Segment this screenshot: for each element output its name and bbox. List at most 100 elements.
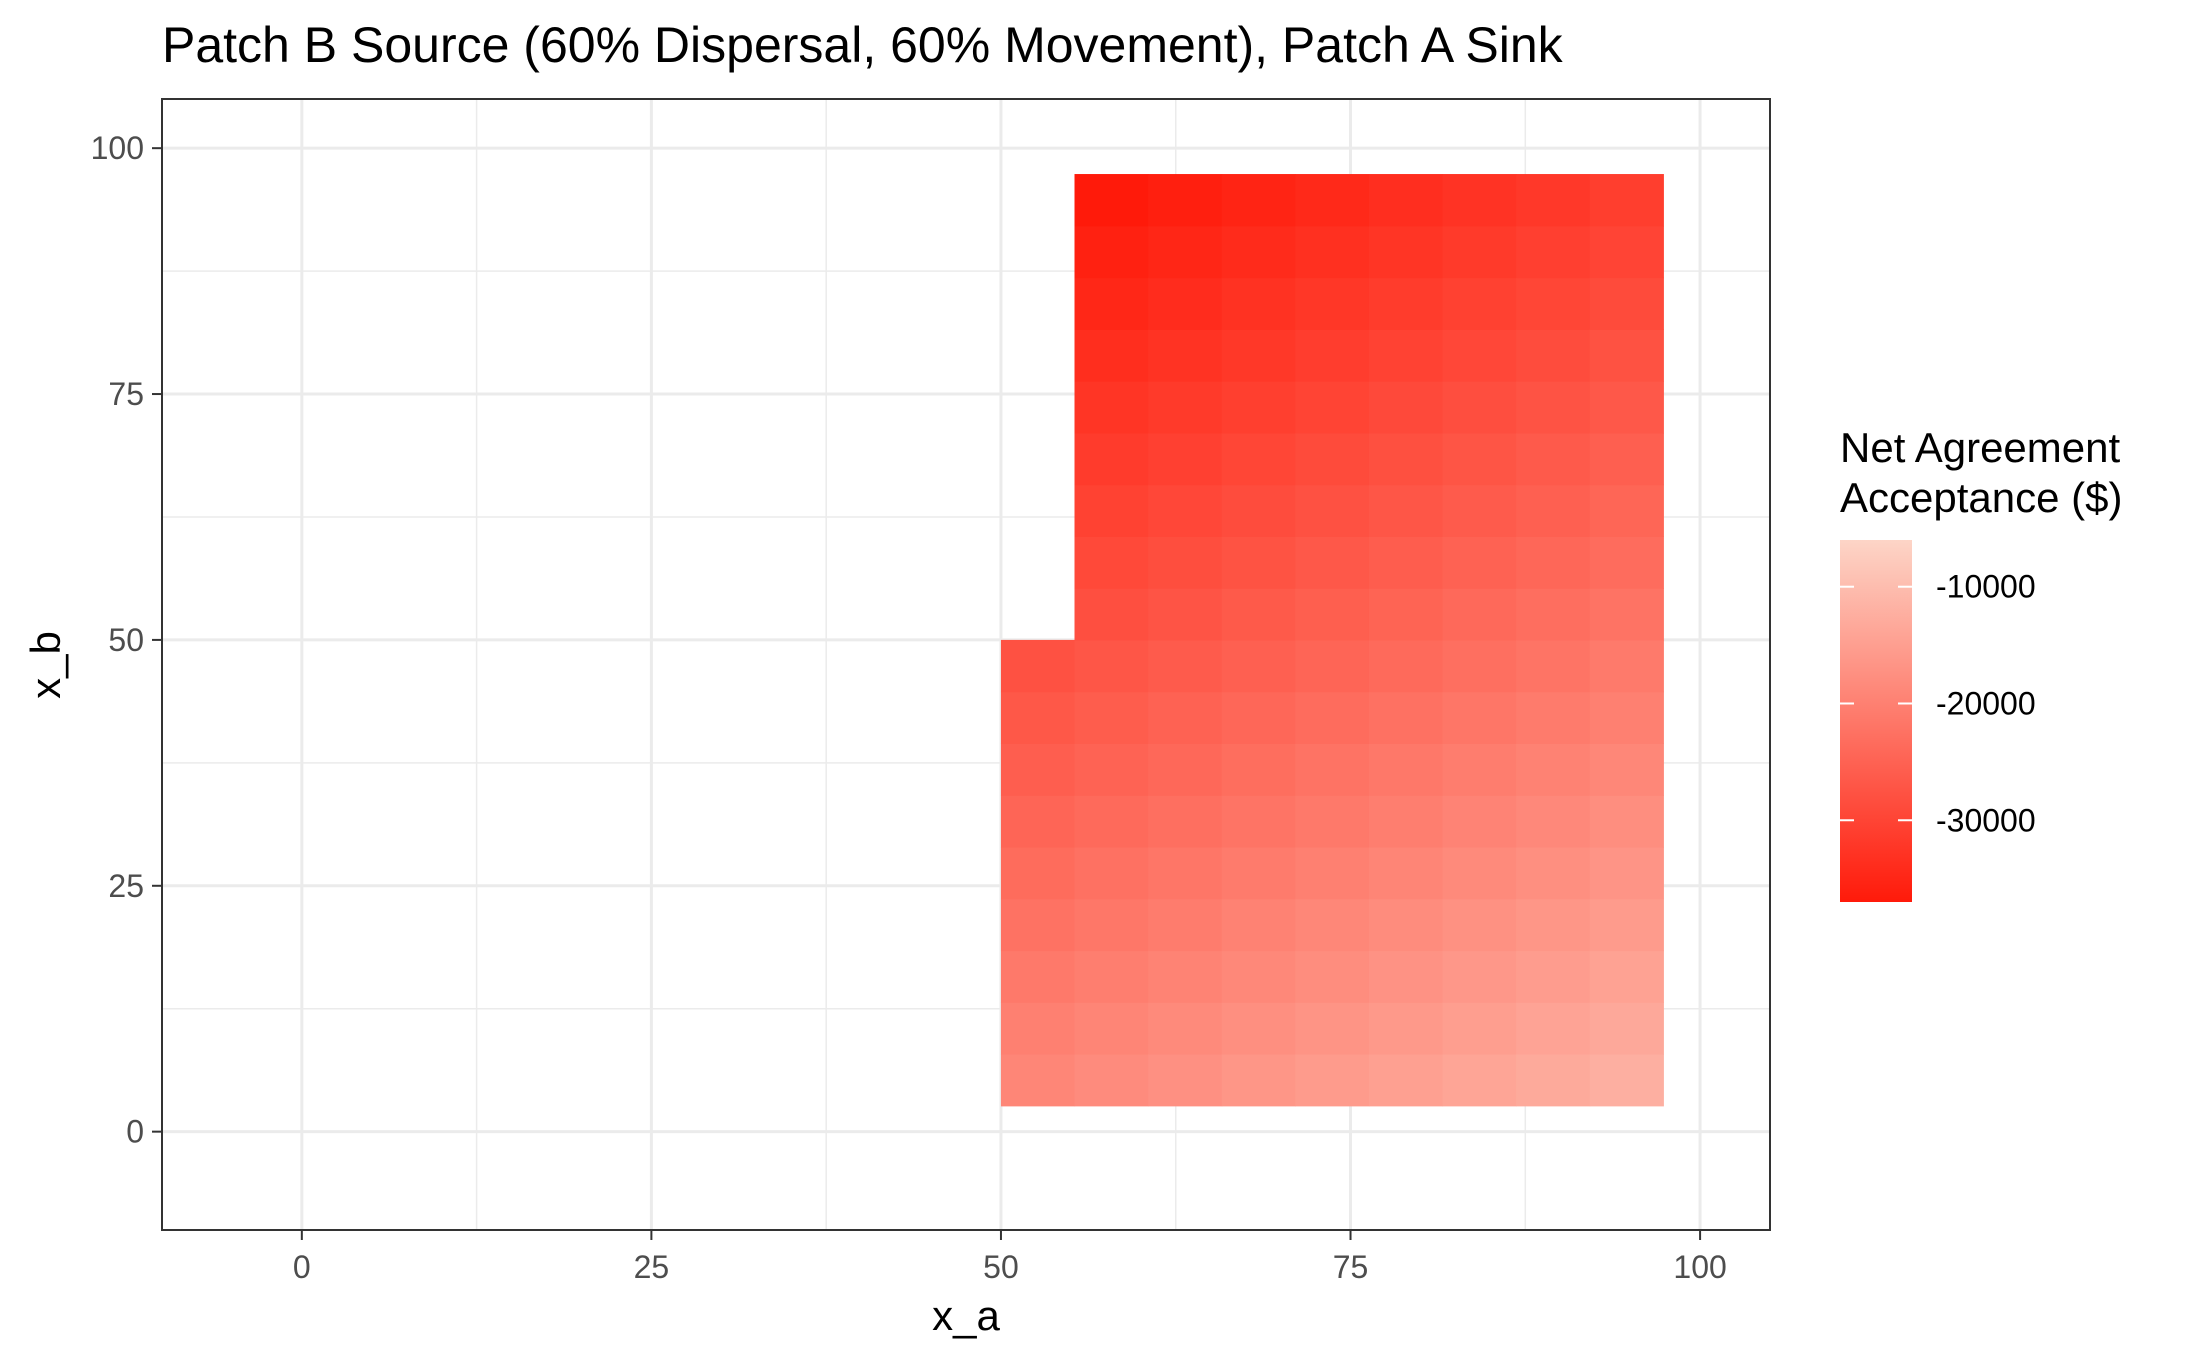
heatmap-tile-2-16: [1148, 225, 1223, 279]
heatmap-tile-7-6: [1516, 743, 1591, 796]
heatmap-tile-5-5: [1368, 795, 1444, 848]
heatmap-tile-7-0: [1516, 1054, 1591, 1107]
heatmap-tile-6-7: [1442, 691, 1517, 744]
heatmap-tile-2-4: [1148, 846, 1223, 900]
heatmap-tile-6-5: [1442, 795, 1517, 848]
heatmap-tile-1-10: [1074, 536, 1149, 589]
heatmap-tile-2-14: [1148, 329, 1223, 382]
heatmap-tile-8-5: [1589, 795, 1664, 848]
heatmap-tile-7-7: [1516, 691, 1591, 744]
heatmap-tile-6-14: [1442, 329, 1517, 382]
y-tick-label-2: 50: [108, 622, 144, 658]
heatmap-tile-8-10: [1589, 536, 1664, 589]
heatmap-tile-5-3: [1368, 898, 1444, 952]
heatmap-tile-4-10: [1295, 536, 1370, 589]
heatmap-tile-1-5: [1074, 795, 1149, 848]
heatmap-tile-1-12: [1074, 432, 1149, 486]
heatmap-tile-7-1: [1516, 1002, 1591, 1055]
heatmap-tile-4-11: [1295, 484, 1370, 537]
heatmap-tile-3-16: [1221, 225, 1296, 279]
heatmap-tile-5-16: [1368, 225, 1444, 279]
heatmap-tile-5-10: [1368, 536, 1444, 589]
heatmap-tile-4-6: [1295, 743, 1370, 796]
x-tick-label-3: 75: [1333, 1249, 1369, 1285]
heatmap-tile-2-5: [1148, 795, 1223, 848]
heatmap-tile-0-4: [1000, 846, 1076, 900]
heatmap-tile-6-6: [1442, 743, 1517, 796]
heatmap-tile-1-4: [1074, 846, 1149, 900]
heatmap-tile-4-9: [1295, 588, 1370, 641]
heatmap-tile-1-2: [1074, 950, 1149, 1003]
heatmap-tile-0-2: [1000, 950, 1076, 1003]
heatmap-tile-1-1: [1074, 1002, 1149, 1055]
heatmap-tile-1-13: [1074, 381, 1149, 434]
heatmap-tile-8-14: [1589, 329, 1664, 382]
heatmap-tile-1-14: [1074, 329, 1149, 382]
legend-label-0: -10000: [1936, 569, 2036, 605]
heatmap-tile-0-7: [1000, 691, 1076, 744]
heatmap-tile-5-7: [1368, 691, 1444, 744]
y-tick-label-1: 25: [108, 868, 144, 904]
heatmap-tile-1-15: [1074, 277, 1149, 330]
heatmap-tile-7-15: [1516, 277, 1591, 330]
heatmap-tile-6-8: [1442, 639, 1517, 693]
heatmap-tile-4-7: [1295, 691, 1370, 744]
heatmap-tile-3-6: [1221, 743, 1296, 796]
heatmap-tile-5-17: [1368, 174, 1444, 227]
heatmap-tile-1-6: [1074, 743, 1149, 796]
x-tick-label-4: 100: [1673, 1249, 1726, 1285]
heatmap-tile-3-9: [1221, 588, 1296, 641]
heatmap-tile-6-13: [1442, 381, 1517, 434]
heatmap-tile-2-1: [1148, 1002, 1223, 1055]
legend-title-line-2: Acceptance ($): [1840, 474, 2122, 521]
heatmap-tile-3-5: [1221, 795, 1296, 848]
heatmap-tile-1-8: [1074, 639, 1149, 693]
axes: 0 25 50 75 100 0 25 50 75 100: [91, 130, 1727, 1285]
heatmap-tile-2-10: [1148, 536, 1223, 589]
heatmap-tile-3-0: [1221, 1054, 1296, 1107]
heatmap-tile-4-5: [1295, 795, 1370, 848]
heatmap-tile-2-15: [1148, 277, 1223, 330]
heatmap-tile-3-7: [1221, 691, 1296, 744]
heatmap-tile-2-7: [1148, 691, 1223, 744]
heatmap-tile-3-1: [1221, 1002, 1296, 1055]
heatmap-tile-4-1: [1295, 1002, 1370, 1055]
heatmap-tile-4-4: [1295, 846, 1370, 900]
heatmap-tile-7-12: [1516, 432, 1591, 486]
y-axis-title: x_b: [22, 631, 69, 699]
heatmap-tile-3-10: [1221, 536, 1296, 589]
heatmap-tile-0-6: [1000, 743, 1076, 796]
heatmap-tile-6-2: [1442, 950, 1517, 1003]
heatmap-tile-1-9: [1074, 588, 1149, 641]
heatmap-tile-5-15: [1368, 277, 1444, 330]
heatmap-tile-4-13: [1295, 381, 1370, 434]
heatmap-tile-2-3: [1148, 898, 1223, 952]
heatmap-tile-2-13: [1148, 381, 1223, 434]
heatmap-tile-7-4: [1516, 846, 1591, 900]
heatmap-tile-8-16: [1589, 225, 1664, 279]
heatmap-tile-3-17: [1221, 174, 1296, 227]
x-axis-title: x_a: [932, 1292, 1000, 1339]
heatmap-tile-5-14: [1368, 329, 1444, 382]
heatmap-tile-8-1: [1589, 1002, 1664, 1055]
y-tick-label-4: 100: [91, 130, 144, 166]
heatmap-tile-2-9: [1148, 588, 1223, 641]
legend-label-2: -30000: [1936, 802, 2036, 838]
heatmap-tile-8-12: [1589, 432, 1664, 486]
heatmap-tile-4-0: [1295, 1054, 1370, 1107]
heatmap-tile-5-4: [1368, 846, 1444, 900]
heatmap-tile-8-6: [1589, 743, 1664, 796]
heatmap-tile-0-8: [1000, 639, 1076, 693]
heatmap-tile-3-14: [1221, 329, 1296, 382]
heatmap-tile-3-15: [1221, 277, 1296, 330]
heatmap-tile-6-16: [1442, 225, 1517, 279]
heatmap-tile-4-14: [1295, 329, 1370, 382]
chart-title: Patch B Source (60% Dispersal, 60% Movem…: [162, 17, 1564, 73]
x-tick-label-1: 25: [634, 1249, 670, 1285]
heatmap-tile-5-13: [1368, 381, 1444, 434]
legend-label-1: -20000: [1936, 685, 2036, 721]
heatmap-tile-1-11: [1074, 484, 1149, 537]
heatmap-tiles: [1000, 174, 1664, 1107]
